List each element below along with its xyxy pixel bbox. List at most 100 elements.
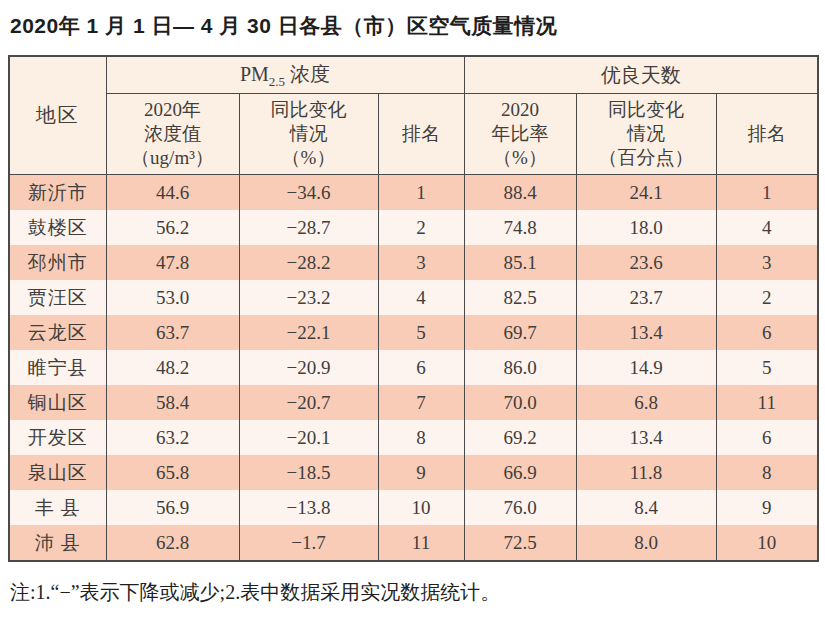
good-rate-cell: 74.8: [464, 210, 576, 245]
good-rate-cell: 72.5: [464, 525, 576, 561]
table-row: 睢宁县48.2−20.9686.014.95: [9, 350, 818, 385]
region-cell: 云龙区: [9, 315, 106, 350]
region-column-header: 地区: [9, 56, 106, 175]
pm-rank-cell: 6: [378, 350, 464, 385]
good-rate-cell: 70.0: [464, 385, 576, 420]
region-cell: 睢宁县: [9, 350, 106, 385]
table-row: 泉山区65.8−18.5966.911.88: [9, 455, 818, 490]
table-row: 沛 县62.8−1.71172.58.010: [9, 525, 818, 561]
good-change-cell: 24.1: [576, 175, 716, 211]
good-rate-cell: 66.9: [464, 455, 576, 490]
good-rank-cell: 5: [716, 350, 818, 385]
good-rank-cell: 10: [716, 525, 818, 561]
region-cell: 开发区: [9, 420, 106, 455]
good-rank-cell: 11: [716, 385, 818, 420]
good-rank-cell: 3: [716, 245, 818, 280]
good-rank-cell: 9: [716, 490, 818, 525]
page-title: 2020年 1 月 1 日— 4 月 30 日各县（市）区空气质量情况: [10, 12, 817, 40]
pm-change-cell: −23.2: [239, 280, 378, 315]
good-change-cell: 18.0: [576, 210, 716, 245]
table-row: 鼓楼区56.2−28.7274.818.04: [9, 210, 818, 245]
good-change-header: 同比变化 情况 （百分点）: [576, 94, 716, 175]
pm-value-cell: 56.9: [106, 490, 239, 525]
good-change-cell: 11.8: [576, 455, 716, 490]
good-change-cell: 23.7: [576, 280, 716, 315]
pm-value-cell: 58.4: [106, 385, 239, 420]
pm-rank-cell: 1: [378, 175, 464, 211]
good-change-cell: 6.8: [576, 385, 716, 420]
pm25-group-header: PM2.5 浓度: [106, 56, 464, 94]
pm-rank-cell: 9: [378, 455, 464, 490]
region-cell: 丰 县: [9, 490, 106, 525]
pm-change-cell: −20.7: [239, 385, 378, 420]
good-change-cell: 23.6: [576, 245, 716, 280]
table-row: 丰 县56.9−13.81076.08.49: [9, 490, 818, 525]
pm-value-cell: 65.8: [106, 455, 239, 490]
table-row: 开发区63.2−20.1869.213.46: [9, 420, 818, 455]
good-change-cell: 13.4: [576, 315, 716, 350]
good-rate-cell: 69.7: [464, 315, 576, 350]
group-header-row: 地区 PM2.5 浓度 优良天数: [9, 56, 818, 94]
good-rate-cell: 88.4: [464, 175, 576, 211]
pm-rank-cell: 11: [378, 525, 464, 561]
good-change-cell: 8.0: [576, 525, 716, 561]
good-rank-cell: 1: [716, 175, 818, 211]
pm-rank-cell: 2: [378, 210, 464, 245]
pm-rank-header: 排名: [378, 94, 464, 175]
good-rank-header: 排名: [716, 94, 818, 175]
good-rate-cell: 85.1: [464, 245, 576, 280]
region-cell: 沛 县: [9, 525, 106, 561]
region-cell: 贾汪区: [9, 280, 106, 315]
pm-rank-cell: 8: [378, 420, 464, 455]
pm25-label-subscript: 2.5: [269, 74, 285, 89]
table-header: 地区 PM2.5 浓度 优良天数 2020年 浓度值 （ug/m³） 同比变化 …: [9, 56, 818, 175]
sub-header-row: 2020年 浓度值 （ug/m³） 同比变化 情况 （%） 排名 2020 年比…: [9, 94, 818, 175]
pm-value-cell: 63.2: [106, 420, 239, 455]
good-rate-cell: 69.2: [464, 420, 576, 455]
pm-value-cell: 48.2: [106, 350, 239, 385]
region-cell: 铜山区: [9, 385, 106, 420]
pm-value-cell: 56.2: [106, 210, 239, 245]
table-row: 云龙区63.7−22.1569.713.46: [9, 315, 818, 350]
good-rank-cell: 4: [716, 210, 818, 245]
good-rate-cell: 82.5: [464, 280, 576, 315]
pm-change-cell: −28.7: [239, 210, 378, 245]
region-cell: 新沂市: [9, 175, 106, 211]
good-change-cell: 8.4: [576, 490, 716, 525]
pm-rank-cell: 10: [378, 490, 464, 525]
good-rate-cell: 76.0: [464, 490, 576, 525]
pm-rank-cell: 7: [378, 385, 464, 420]
pm-rank-cell: 4: [378, 280, 464, 315]
air-quality-table: 地区 PM2.5 浓度 优良天数 2020年 浓度值 （ug/m³） 同比变化 …: [8, 55, 819, 562]
pm-change-cell: −13.8: [239, 490, 378, 525]
pm-value-cell: 44.6: [106, 175, 239, 211]
region-cell: 鼓楼区: [9, 210, 106, 245]
pm-change-cell: −18.5: [239, 455, 378, 490]
pm-change-cell: −20.1: [239, 420, 378, 455]
pm-value-cell: 63.7: [106, 315, 239, 350]
good-change-cell: 13.4: [576, 420, 716, 455]
region-cell: 邳州市: [9, 245, 106, 280]
table-row: 新沂市44.6−34.6188.424.11: [9, 175, 818, 211]
table-body: 新沂市44.6−34.6188.424.11鼓楼区56.2−28.7274.81…: [9, 175, 818, 562]
pm-change-cell: −22.1: [239, 315, 378, 350]
pm-value-cell: 53.0: [106, 280, 239, 315]
pm-rank-cell: 5: [378, 315, 464, 350]
good-rate-cell: 86.0: [464, 350, 576, 385]
good-rank-cell: 8: [716, 455, 818, 490]
pm25-label-suffix: 浓度: [285, 63, 330, 85]
good-rank-cell: 6: [716, 315, 818, 350]
pm-value-header: 2020年 浓度值 （ug/m³）: [106, 94, 239, 175]
good-rate-header: 2020 年比率 （%）: [464, 94, 576, 175]
page: 2020年 1 月 1 日— 4 月 30 日各县（市）区空气质量情况 地区 P…: [0, 0, 825, 606]
pm-value-cell: 62.8: [106, 525, 239, 561]
table-row: 铜山区58.4−20.7770.06.811: [9, 385, 818, 420]
footnote: 注:1.“−”表示下降或减少;2.表中数据采用实况数据统计。: [10, 579, 817, 606]
region-cell: 泉山区: [9, 455, 106, 490]
pm-change-cell: −28.2: [239, 245, 378, 280]
pm-change-cell: −20.9: [239, 350, 378, 385]
good-change-cell: 14.9: [576, 350, 716, 385]
good-rank-cell: 6: [716, 420, 818, 455]
pm-rank-cell: 3: [378, 245, 464, 280]
pm-change-header: 同比变化 情况 （%）: [239, 94, 378, 175]
